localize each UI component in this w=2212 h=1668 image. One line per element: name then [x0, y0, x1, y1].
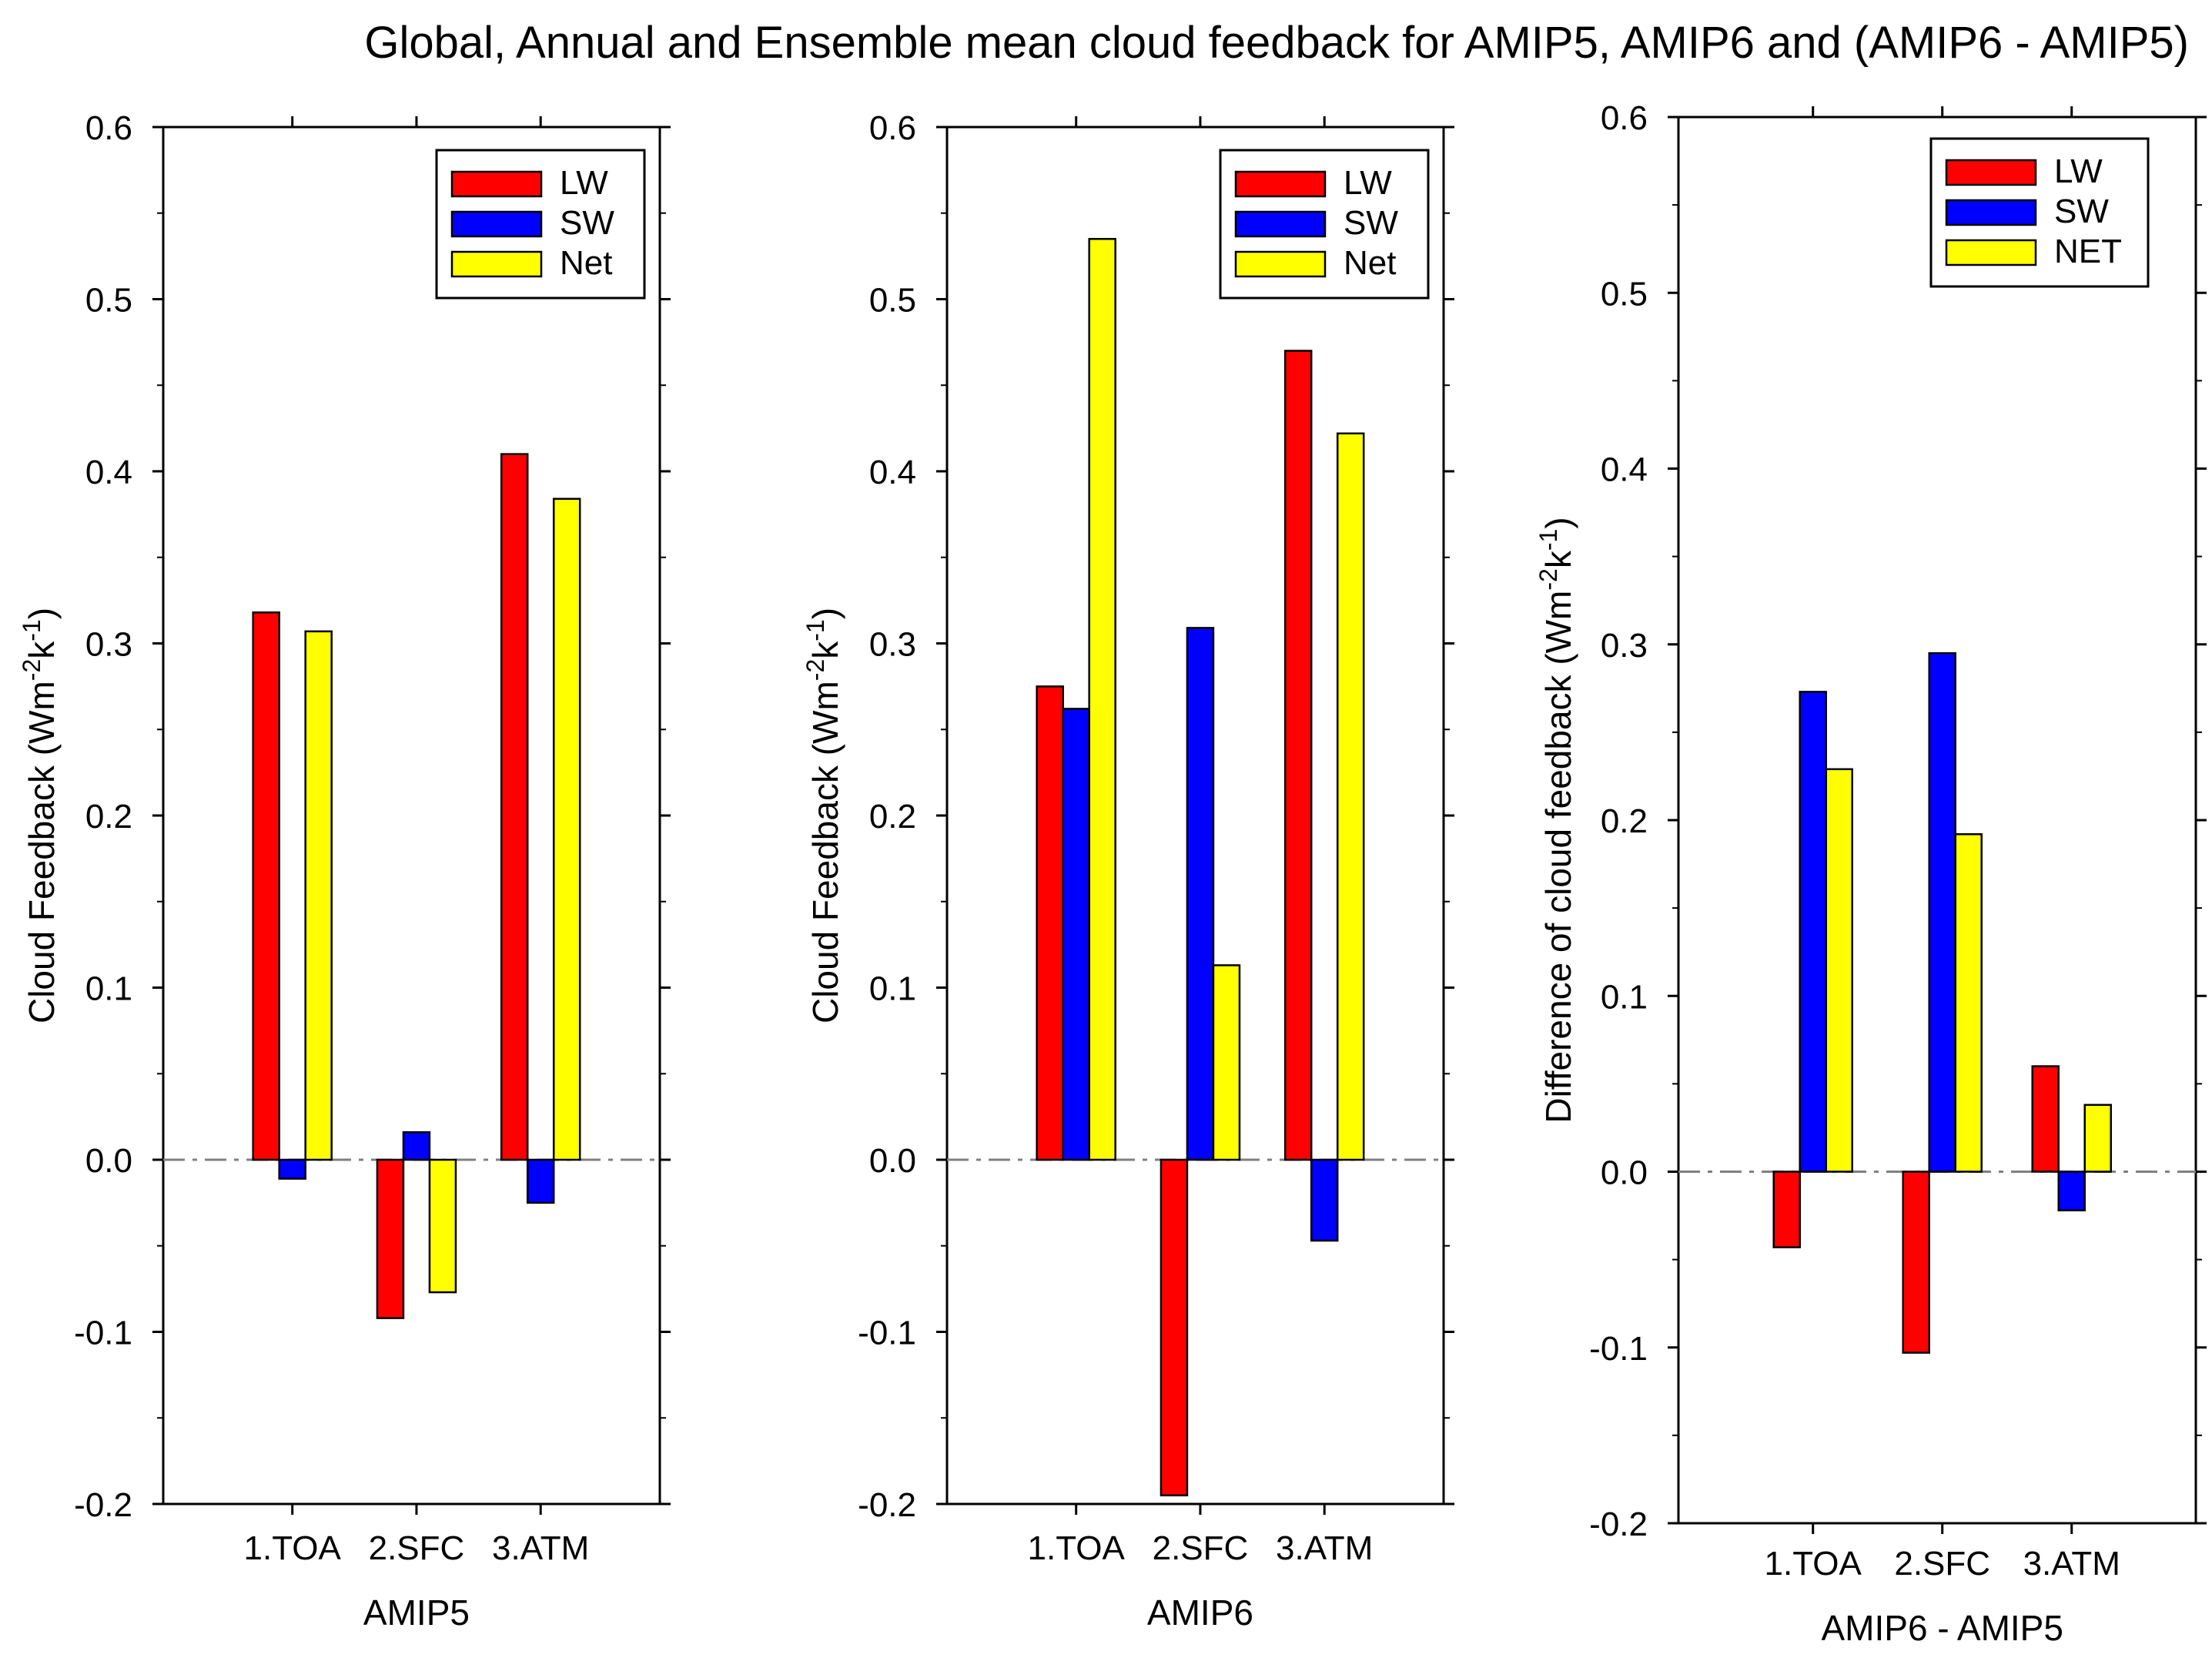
x-axis-label: AMIP6 — [1147, 1593, 1253, 1633]
y-tick-label: -0.2 — [74, 1486, 132, 1524]
legend-label-lw: LW — [2054, 152, 2103, 190]
y-tick-label: 0.3 — [1601, 627, 1648, 665]
legend-swatch-net — [1234, 250, 1327, 278]
y-tick-label: 0.0 — [85, 1142, 132, 1180]
legend-label-sw: SW — [560, 204, 614, 242]
bar-lw-3atm — [500, 453, 529, 1161]
y-tick-label: 0.6 — [1601, 99, 1648, 137]
bar-sw-1toa — [1799, 691, 1827, 1173]
y-axis-label: Difference of cloud feedback (Wm-2k-1) — [1534, 517, 1578, 1123]
x-axis-label: AMIP5 — [363, 1593, 470, 1633]
y-tick-label: 0.2 — [1601, 802, 1648, 840]
plot-frame — [162, 126, 661, 1506]
bar-sw-3atm — [526, 1158, 555, 1204]
x-tick-label: 2.SFC — [1153, 1529, 1249, 1567]
bar-net-1toa — [304, 630, 333, 1161]
bar-net-3atm — [1336, 432, 1365, 1161]
legend-label-net: Net — [1344, 244, 1396, 282]
bar-sw-2sfc — [1186, 627, 1215, 1161]
chart-panel-1: -0.2 -0.1 0.0 0.1 0.2 0.3 0.4 0.5 0.6 1.TOA 2.SFC 3… — [18, 109, 671, 1633]
y-tick-label: 0.2 — [869, 798, 916, 836]
x-tick-label: 1.TOA — [1028, 1529, 1126, 1567]
legend-swatch-net — [450, 250, 543, 278]
legend-label-sw: SW — [1344, 204, 1398, 242]
bar-net-3atm — [552, 497, 581, 1161]
bar-sw-3atm — [1310, 1158, 1339, 1242]
legend-swatch-lw — [1945, 159, 2037, 186]
bar-sw-2sfc — [1928, 651, 1956, 1173]
legend-swatch-sw — [1234, 210, 1327, 238]
figure-title: Global, Annual and Ensemble mean cloud f… — [364, 18, 2189, 68]
y-tick-label: 0.5 — [85, 282, 132, 320]
bar-lw-1toa — [1036, 685, 1064, 1161]
bar-net-1toa — [1088, 238, 1116, 1161]
y-tick-label: -0.1 — [858, 1315, 916, 1352]
y-tick-label: 0.6 — [869, 109, 916, 147]
y-tick-label: 0.4 — [85, 454, 132, 491]
bar-sw-1toa — [1062, 708, 1090, 1161]
legend-label-net: NET — [2054, 233, 2122, 270]
chart-panel-3: -0.2 -0.1 0.0 0.1 0.2 0.3 0.4 0.5 0.6 1.TOA 2.SFC 3… — [1534, 99, 2207, 1648]
bar-net-2sfc — [1954, 833, 1983, 1173]
y-tick-label: 0.0 — [1601, 1154, 1648, 1192]
bar-lw-1toa — [1772, 1171, 1801, 1248]
x-tick-label: 3.ATM — [492, 1529, 589, 1567]
bar-lw-1toa — [252, 611, 280, 1161]
x-tick-label: 3.ATM — [2023, 1545, 2120, 1583]
bar-lw-3atm — [2031, 1065, 2060, 1173]
legend-swatch-sw — [1945, 199, 2037, 226]
legend-swatch-lw — [1234, 170, 1327, 198]
y-tick-label: -0.2 — [858, 1486, 916, 1524]
y-axis-label: Cloud Feedback (Wm-2k-1) — [18, 608, 62, 1023]
x-tick-label: 3.ATM — [1276, 1529, 1373, 1567]
bar-lw-2sfc — [376, 1158, 405, 1319]
legend-swatch-lw — [450, 170, 543, 198]
legend-label-lw: LW — [1344, 164, 1392, 202]
y-tick-label: 0.1 — [85, 970, 132, 1008]
legend-label-lw: LW — [560, 164, 608, 202]
y-tick-label: 0.4 — [869, 454, 916, 491]
bar-net-2sfc — [1212, 964, 1241, 1161]
x-tick-label: 1.TOA — [244, 1529, 342, 1567]
y-tick-label: 0.2 — [85, 798, 132, 836]
bar-net-1toa — [1825, 768, 1853, 1173]
x-axis-label: AMIP6 - AMIP5 — [1822, 1608, 2063, 1648]
y-tick-label: 0.3 — [85, 626, 132, 664]
bar-sw-2sfc — [402, 1130, 431, 1161]
bar-sw-1toa — [278, 1158, 306, 1180]
y-tick-label: 0.1 — [1601, 978, 1648, 1016]
legend-label-net: Net — [560, 244, 612, 282]
x-tick-label: 1.TOA — [1765, 1545, 1862, 1583]
y-tick-label: 0.3 — [869, 626, 916, 664]
y-tick-label: 0.1 — [869, 970, 916, 1008]
y-tick-label: -0.1 — [1589, 1330, 1648, 1368]
y-tick-label: 0.4 — [1601, 451, 1648, 489]
bar-lw-2sfc — [1160, 1158, 1189, 1497]
y-tick-label: 0.5 — [1601, 275, 1648, 313]
bar-net-2sfc — [428, 1158, 457, 1294]
bar-sw-3atm — [2057, 1171, 2086, 1211]
bar-lw-2sfc — [1902, 1171, 1930, 1354]
chart-panel-2: -0.2 -0.1 0.0 0.1 0.2 0.3 0.4 0.5 0.6 1.TOA 2.SFC 3… — [801, 109, 1454, 1633]
legend-label-sw: SW — [2054, 193, 2109, 230]
y-tick-label: -0.1 — [74, 1315, 132, 1352]
y-tick-label: 0.0 — [869, 1142, 916, 1180]
x-tick-label: 2.SFC — [1894, 1545, 1990, 1583]
x-tick-label: 2.SFC — [369, 1529, 465, 1567]
bar-net-3atm — [2083, 1104, 2112, 1173]
bar-lw-3atm — [1283, 350, 1313, 1161]
y-tick-label: 0.5 — [869, 282, 916, 320]
y-tick-label: 0.6 — [85, 109, 132, 147]
legend-swatch-sw — [450, 210, 543, 238]
y-axis-label: Cloud Feedback (Wm-2k-1) — [801, 608, 845, 1023]
y-tick-label: -0.2 — [1589, 1506, 1648, 1543]
legend-swatch-net — [1945, 239, 2037, 266]
